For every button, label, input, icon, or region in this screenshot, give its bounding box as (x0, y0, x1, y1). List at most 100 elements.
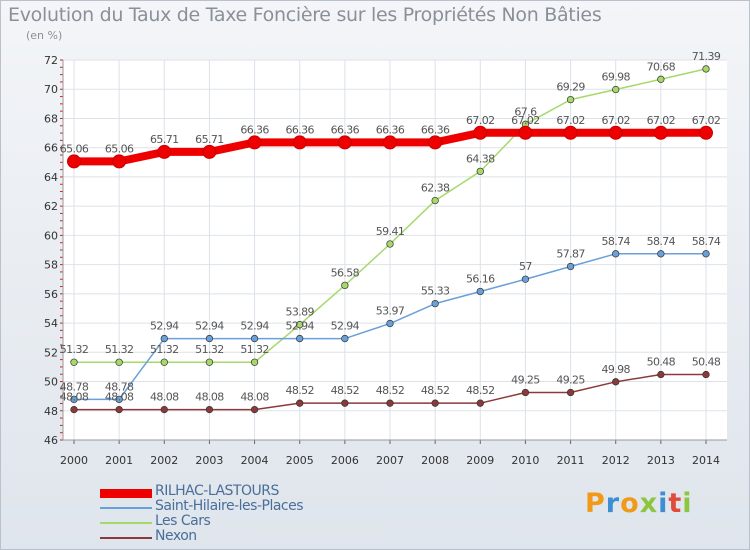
legend-swatch (100, 507, 152, 509)
data-point (702, 65, 710, 73)
x-tick-label: 2005 (286, 454, 314, 467)
plot-area (63, 60, 727, 440)
data-label: 52.94 (285, 320, 314, 333)
data-point (702, 250, 710, 258)
data-point (476, 167, 484, 176)
data-point (115, 405, 123, 414)
data-point (566, 262, 575, 271)
data-label: 48.78 (105, 380, 134, 393)
data-point (341, 399, 349, 407)
legend-swatch (100, 522, 152, 524)
data-point (657, 75, 665, 83)
data-point (431, 299, 439, 308)
data-label: 57.87 (556, 248, 585, 261)
data-point (386, 399, 394, 407)
data-point (612, 250, 620, 258)
data-point (431, 196, 439, 205)
legend-item: Les Cars (100, 513, 360, 530)
y-tick-label: 54 (44, 317, 58, 330)
data-point (518, 125, 533, 140)
data-point (521, 388, 530, 397)
data-point (160, 334, 168, 343)
data-label: 69.29 (556, 81, 585, 94)
chart-unit-label: (en %) (26, 29, 63, 42)
logo-letter: i (682, 488, 693, 519)
y-tick-label: 60 (44, 229, 58, 242)
logo-letter: r (605, 488, 621, 519)
data-point (612, 378, 620, 386)
data-point (657, 250, 665, 258)
data-label: 52.94 (331, 320, 360, 333)
data-label: 55.33 (421, 285, 450, 298)
y-tick-label: 70 (44, 83, 58, 96)
data-label: 65.06 (105, 142, 134, 155)
data-point (250, 358, 259, 366)
x-tick-label: 2010 (511, 454, 539, 467)
data-label: 48.08 (150, 391, 179, 404)
data-label: 48.08 (105, 391, 134, 404)
data-label: 62.38 (421, 182, 450, 195)
data-point (202, 144, 217, 159)
legend-label: Nexon (155, 528, 197, 544)
data-point (115, 395, 123, 404)
data-label: 51.32 (240, 343, 269, 356)
data-point (699, 125, 713, 140)
y-tick-label: 72 (44, 54, 58, 67)
data-point (70, 395, 78, 404)
data-label: 59.41 (376, 225, 405, 238)
logo-letter: o (620, 488, 640, 519)
data-label: 66.36 (285, 123, 314, 136)
data-point (566, 388, 575, 397)
data-label: 48.08 (195, 391, 224, 404)
data-label: 51.32 (195, 343, 224, 356)
data-point (386, 319, 394, 328)
data-label: 52.94 (195, 320, 224, 333)
data-label: 70.68 (647, 60, 676, 73)
data-point (341, 334, 349, 343)
legend-swatch (100, 537, 152, 539)
legend-swatch (100, 488, 152, 498)
data-label: 58.74 (647, 235, 676, 248)
x-tick-label: 2012 (602, 454, 630, 467)
data-label: 67.02 (556, 114, 585, 127)
data-label: 67.02 (466, 114, 495, 127)
data-point (205, 358, 214, 366)
data-point (476, 399, 484, 407)
logo-letter: i (658, 488, 669, 519)
y-tick-label: 48 (44, 405, 58, 418)
legend-item: Saint-Hilaire-les-Places (100, 498, 360, 515)
data-point (67, 154, 81, 169)
data-point (160, 358, 168, 366)
data-point (112, 154, 127, 169)
data-label: 67.02 (647, 114, 676, 127)
data-label: 67.6 (514, 105, 537, 118)
data-point (296, 321, 304, 329)
x-tick-label: 2009 (466, 454, 494, 467)
legend-label: RILHAC-LASTOURS (155, 483, 279, 499)
data-label: 48.78 (60, 380, 89, 393)
x-tick-label: 2000 (60, 454, 88, 467)
data-point (431, 399, 439, 407)
data-label: 66.36 (421, 123, 450, 136)
data-label: 48.52 (466, 384, 495, 397)
chart-title: Evolution du Taux de Taxe Foncière sur l… (8, 4, 602, 26)
y-tick-label: 52 (44, 346, 58, 359)
data-label: 71.39 (692, 50, 721, 63)
x-tick-label: 2003 (195, 454, 223, 467)
data-point (70, 358, 78, 366)
data-point (341, 281, 349, 290)
data-label: 58.74 (692, 235, 721, 248)
data-point (386, 240, 394, 248)
y-tick-label: 62 (44, 200, 58, 213)
data-label: 65.71 (150, 133, 179, 146)
x-tick-label: 2008 (421, 454, 449, 467)
data-label: 48.52 (376, 384, 405, 397)
data-label: 53.89 (285, 306, 314, 319)
data-point (205, 334, 214, 343)
y-tick-label: 68 (44, 112, 58, 125)
legend-label: Saint-Hilaire-les-Places (155, 498, 304, 514)
data-point (337, 135, 352, 150)
data-label: 66.36 (240, 123, 269, 136)
data-label: 49.25 (511, 374, 540, 387)
